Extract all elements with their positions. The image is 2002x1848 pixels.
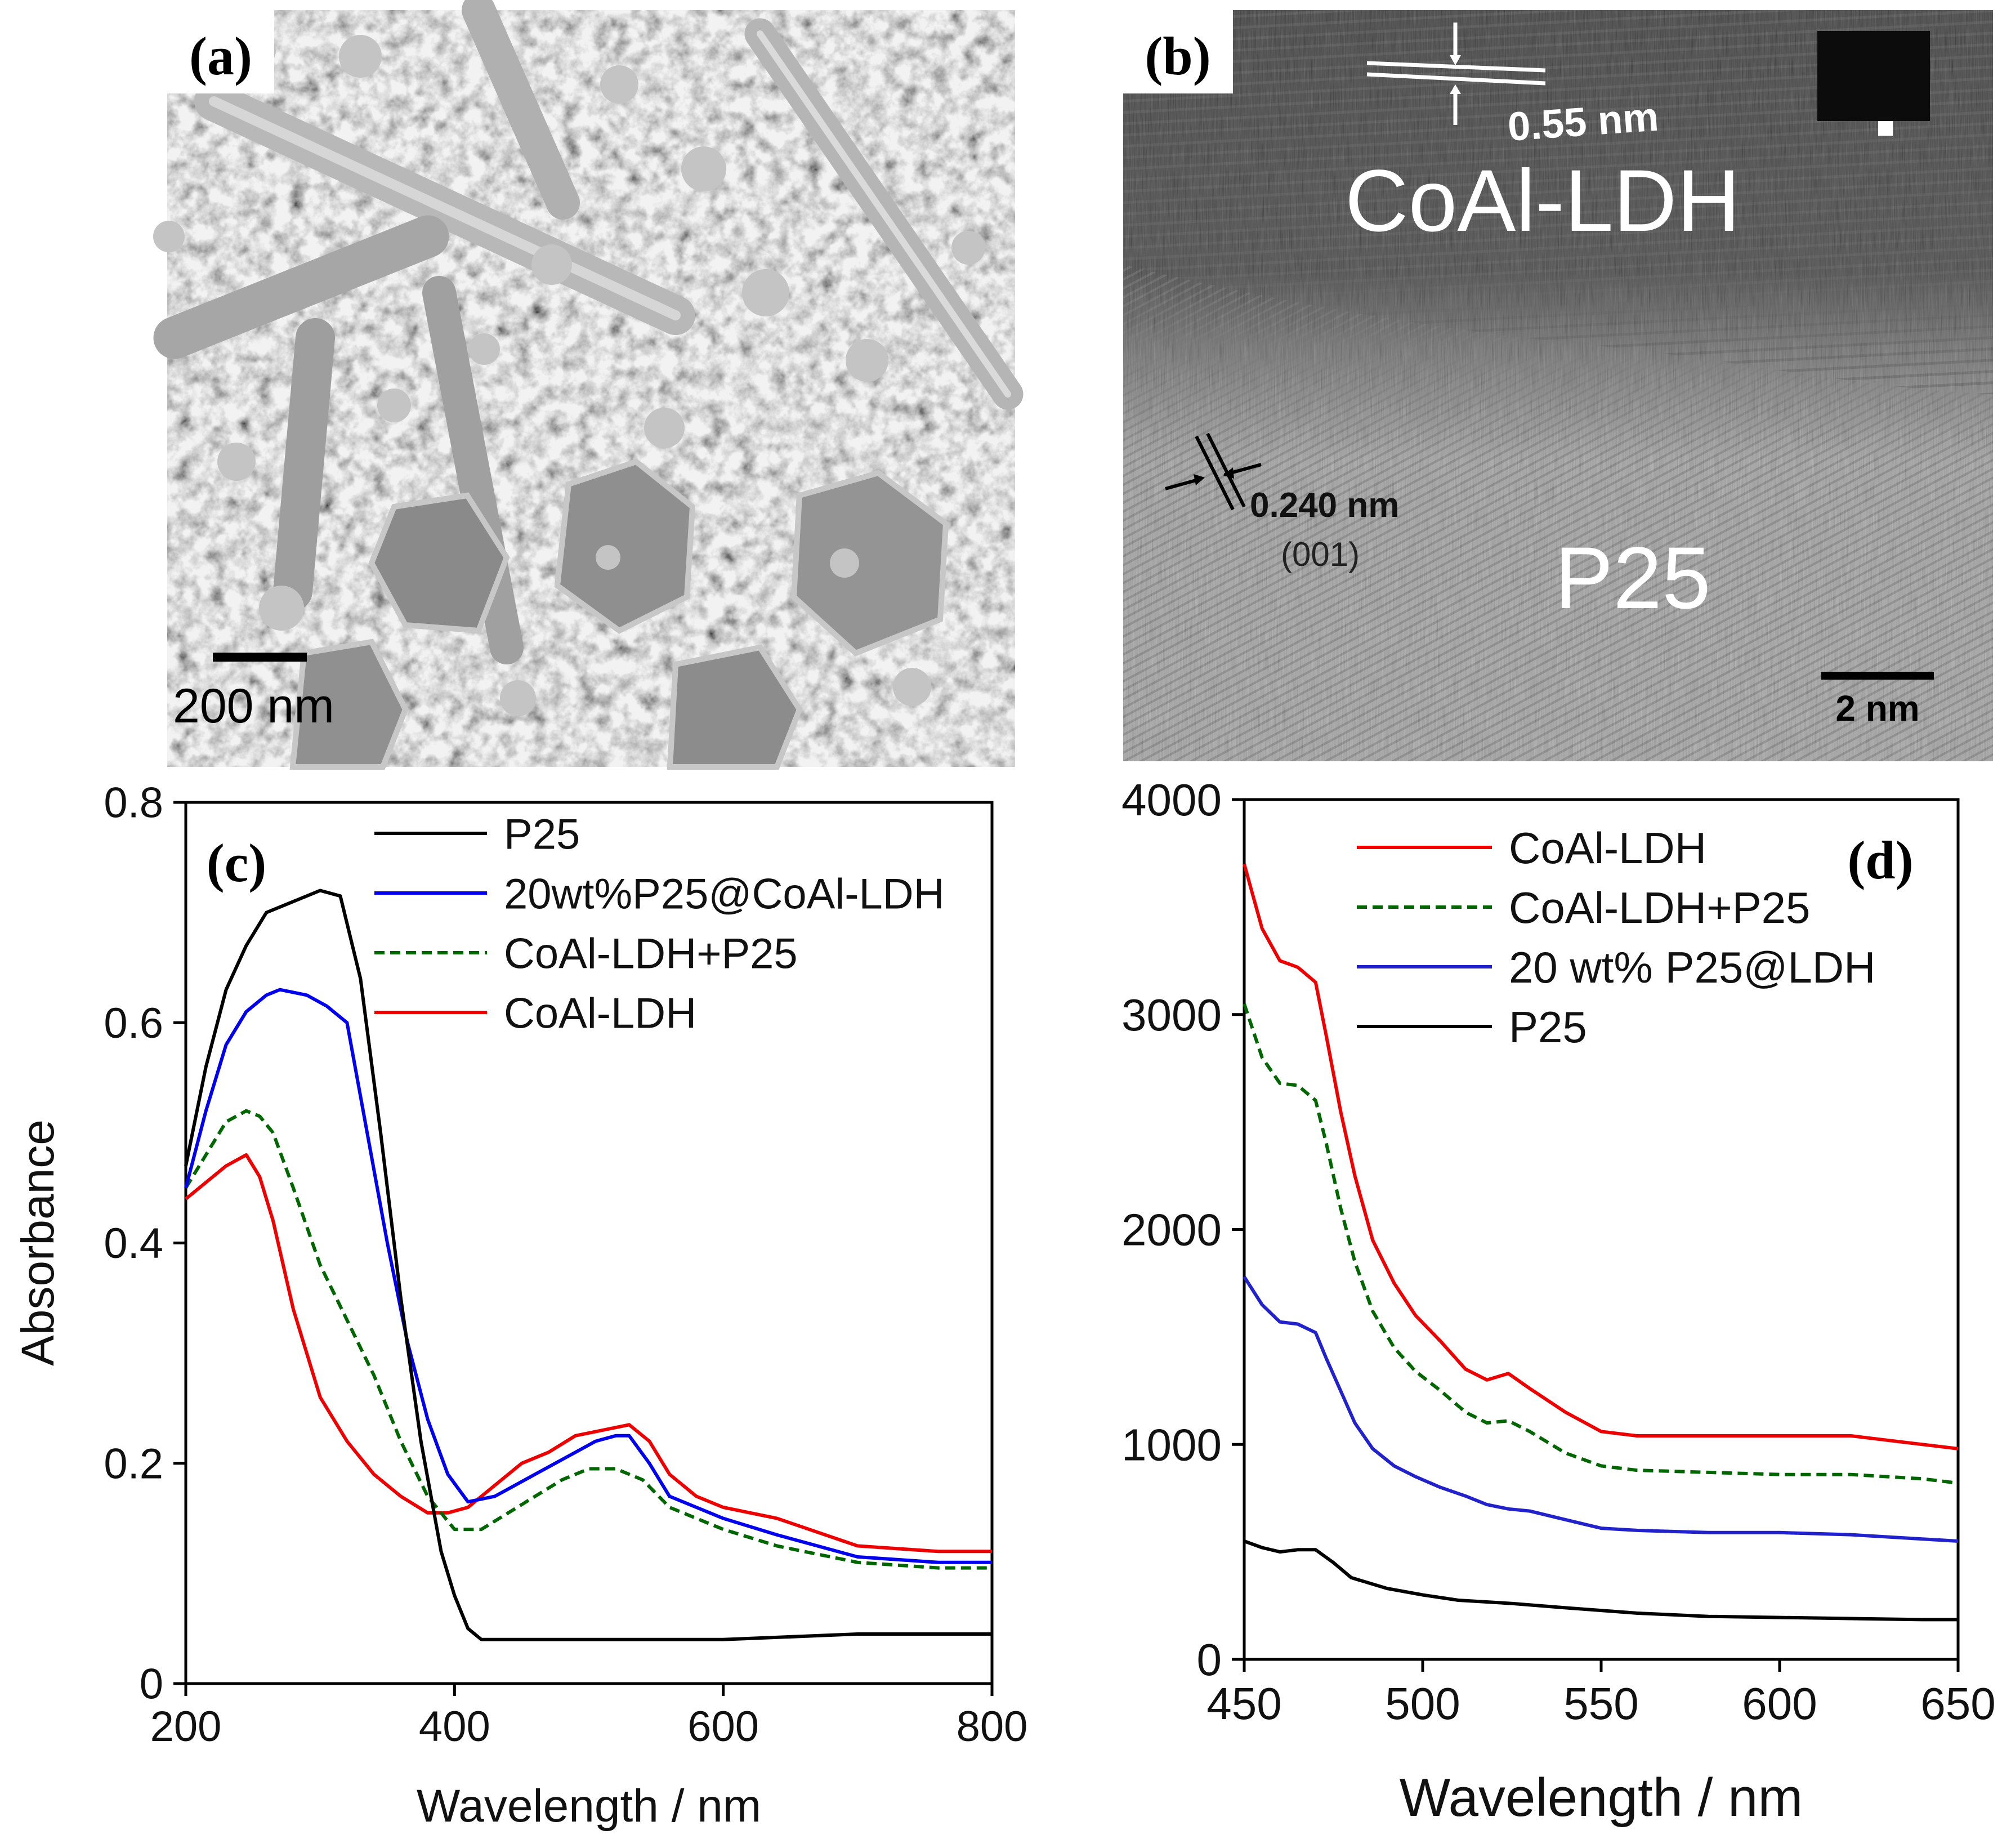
x-axis-label-c: Wavelength / nm — [417, 1780, 761, 1832]
p25-plane-label: (001) — [1281, 535, 1360, 573]
p25-material-label: P25 — [1554, 529, 1711, 627]
legend-label-d-2: 20 wt% P25@LDH — [1509, 943, 1875, 992]
tem-dark-square — [1817, 31, 1930, 121]
y-tick-label-d: 0 — [1197, 1635, 1222, 1685]
x-tick-label-d: 650 — [1920, 1679, 1995, 1729]
legend-label-c-2: CoAl-LDH+P25 — [504, 930, 798, 977]
sem-platelets — [289, 458, 949, 770]
p25-spacing-label: 0.240 nm — [1250, 486, 1399, 525]
y-axis-label-c: Absorbance — [12, 1119, 64, 1366]
series-line-d-0 — [1243, 863, 1959, 1450]
panel-a-letter: (a) — [189, 26, 252, 86]
y-tick-label-c: 0.4 — [104, 1220, 163, 1267]
panel-c-absorbance-chart: 200 400 600 800 0 0.2 0.4 0.6 0.8 Wavelength / nm… — [12, 779, 1027, 1832]
legend-label-d-1: CoAl-LDH+P25 — [1509, 883, 1810, 932]
tem-white-dot — [1878, 121, 1893, 136]
panel-b-letter: (b) — [1145, 26, 1210, 86]
series-line-d-2 — [1243, 1275, 1959, 1543]
legend-label-c-0: P25 — [504, 810, 580, 858]
y-tick-label-c: 0 — [140, 1660, 163, 1708]
legend-label-d-3: P25 — [1509, 1002, 1587, 1052]
panel-letter-d: (d) — [1847, 830, 1913, 890]
series-line-c-3 — [185, 1153, 992, 1554]
panel-b-scale-label: 2 nm — [1835, 688, 1919, 729]
x-tick-label-c: 800 — [957, 1703, 1028, 1751]
p25-lattice-marker — [1165, 432, 1262, 511]
panel-a-sem-image: (a) 200 nm — [153, 0, 1024, 770]
y-tick-label-c: 0.8 — [104, 779, 163, 827]
series-line-c-1 — [184, 988, 992, 1564]
y-tick-label-c: 0.2 — [104, 1440, 163, 1488]
x-tick-label-d: 600 — [1742, 1679, 1817, 1729]
tem-texture — [1123, 10, 1993, 761]
series-line-c-0 — [184, 889, 992, 1641]
x-tick-label-d: 450 — [1206, 1679, 1281, 1729]
legend-label-d-0: CoAl-LDH — [1509, 823, 1706, 873]
panel-b-tem-image: (b) 0.55 nm CoAl-LDH 0.240 nm (001) P25 … — [1123, 10, 1993, 761]
panel-b-letter-bg — [1123, 10, 1233, 93]
panel-letter-c: (c) — [207, 833, 267, 893]
y-tick-label-c: 0.6 — [104, 999, 163, 1047]
legend-label-c-1: 20wt%P25@CoAl-LDH — [504, 870, 945, 918]
panel-a-letter-bg — [167, 10, 274, 93]
panel-d-pl-chart: 450 500 550 600 650 0 1000 2000 3000 4000 Waveleng… — [1121, 775, 1996, 1828]
ldh-material-label: CoAl-LDH — [1345, 152, 1740, 250]
x-tick-label-c: 200 — [150, 1703, 222, 1751]
y-tick-label-d: 1000 — [1121, 1420, 1222, 1470]
series-line-d-3 — [1243, 1539, 1958, 1622]
x-axis-label-d: Wavelength / nm — [1400, 1767, 1803, 1828]
y-tick-label-d: 2000 — [1121, 1205, 1222, 1255]
y-tick-label-d: 4000 — [1121, 775, 1222, 825]
series-line-c-2 — [184, 1109, 992, 1570]
x-tick-label-d: 500 — [1385, 1679, 1460, 1729]
x-tick-label-c: 600 — [687, 1703, 759, 1751]
x-tick-label-d: 550 — [1563, 1679, 1638, 1729]
panel-a-scale-label: 200 nm — [173, 679, 334, 733]
x-tick-label-c: 400 — [419, 1703, 490, 1751]
y-tick-label-d: 3000 — [1121, 990, 1222, 1040]
legend-label-c-3: CoAl-LDH — [504, 989, 696, 1037]
ldh-lattice-marker — [1366, 23, 1546, 125]
ldh-spacing-label: 0.55 nm — [1507, 94, 1660, 150]
